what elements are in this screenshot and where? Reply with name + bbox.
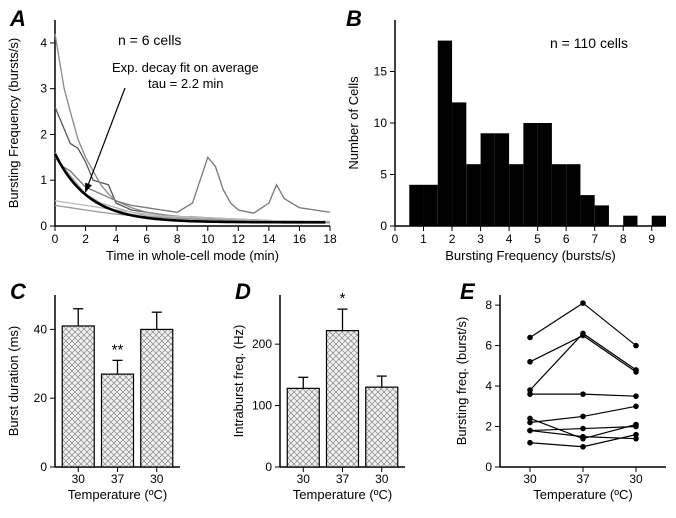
- panel-c-chart: 0 20 40 30 37 ** 30Temperature (ºC) Burst durat…: [0, 275, 190, 513]
- svg-text:12: 12: [232, 232, 246, 246]
- svg-text:4: 4: [506, 232, 513, 246]
- panel-b-chart: 0 1 2 3 4 5 6 7 8 9 0 5 10 15 Bursting Frequency (burs…: [340, 0, 676, 268]
- svg-text:0: 0: [485, 460, 492, 474]
- svg-text:0: 0: [40, 219, 47, 233]
- svg-text:0: 0: [52, 232, 59, 246]
- svg-text:4: 4: [485, 379, 492, 393]
- svg-text:20: 20: [34, 391, 48, 405]
- panel-a-chart: 02468101214161801234Time in whole-cell m…: [0, 0, 340, 268]
- svg-text:n = 6 cells: n = 6 cells: [118, 32, 181, 48]
- svg-text:2: 2: [82, 232, 89, 246]
- svg-text:3: 3: [40, 82, 47, 96]
- svg-text:1: 1: [40, 173, 47, 187]
- svg-text:100: 100: [252, 399, 272, 413]
- svg-text:0: 0: [40, 460, 47, 474]
- svg-text:tau = 2.2 min: tau = 2.2 min: [148, 76, 224, 91]
- svg-text:30: 30: [629, 472, 643, 486]
- svg-text:*: *: [340, 290, 346, 307]
- svg-text:2: 2: [485, 420, 492, 434]
- svg-text:9: 9: [648, 232, 655, 246]
- svg-text:8: 8: [485, 298, 492, 312]
- svg-text:3: 3: [477, 232, 484, 246]
- svg-text:Temperature (ºC): Temperature (ºC): [533, 487, 632, 502]
- svg-text:4: 4: [113, 232, 120, 246]
- panel-b: B 0123456789051015Bursting Frequency (bu…: [340, 0, 676, 268]
- svg-text:15: 15: [374, 65, 388, 79]
- svg-text:Burst duration (ms): Burst duration (ms): [6, 326, 21, 437]
- svg-text:18: 18: [323, 232, 337, 246]
- svg-text:n = 110 cells: n = 110 cells: [550, 35, 628, 51]
- svg-text:30: 30: [523, 472, 537, 486]
- svg-text:5: 5: [380, 168, 387, 182]
- svg-text:200: 200: [252, 337, 272, 351]
- svg-text:4: 4: [40, 36, 47, 50]
- svg-text:Temperature (ºC): Temperature (ºC): [293, 487, 392, 502]
- panel-d-chart: 0 100 200 30 37 * 30Temperature (ºC) Intraburst…: [225, 275, 415, 513]
- svg-text:Bursting Frequency (bursts/s): Bursting Frequency (bursts/s): [445, 248, 616, 263]
- svg-text:14: 14: [262, 232, 276, 246]
- svg-text:6: 6: [143, 232, 150, 246]
- svg-text:Exp. decay fit on average: Exp. decay fit on average: [112, 60, 259, 75]
- svg-text:Time in whole-cell mode (min): Time in whole-cell mode (min): [106, 248, 279, 263]
- svg-text:37: 37: [336, 472, 350, 486]
- svg-text:**: **: [112, 341, 124, 358]
- panel-e-chart: 0 2 4 6 8 30 37 30Temperature (ºC) Bursting freq…: [450, 275, 676, 513]
- svg-text:0: 0: [265, 460, 272, 474]
- svg-text:Bursting Frequency (bursts/s): Bursting Frequency (bursts/s): [6, 38, 21, 209]
- svg-text:2: 2: [40, 127, 47, 141]
- svg-text:Temperature (ºC): Temperature (ºC): [68, 487, 167, 502]
- svg-text:30: 30: [150, 472, 164, 486]
- svg-text:30: 30: [375, 472, 389, 486]
- panel-c: C 020403037**30Temperature (ºC)Burst dur…: [0, 275, 190, 513]
- panel-d: D 01002003037*30Temperature (ºC)Intrabur…: [225, 275, 415, 513]
- svg-text:Intraburst freq. (Hz): Intraburst freq. (Hz): [231, 325, 246, 438]
- svg-text:2: 2: [449, 232, 456, 246]
- svg-text:Bursting freq. (burst/s): Bursting freq. (burst/s): [454, 317, 469, 446]
- svg-text:6: 6: [485, 339, 492, 353]
- svg-text:16: 16: [293, 232, 307, 246]
- svg-text:30: 30: [72, 472, 86, 486]
- svg-text:1: 1: [420, 232, 427, 246]
- panel-e: E 02468303730Temperature (ºC)Bursting fr…: [450, 275, 676, 513]
- svg-text:37: 37: [576, 472, 590, 486]
- svg-text:10: 10: [201, 232, 215, 246]
- svg-text:8: 8: [620, 232, 627, 246]
- svg-text:0: 0: [380, 219, 387, 233]
- svg-text:0: 0: [392, 232, 399, 246]
- svg-text:40: 40: [34, 322, 48, 336]
- svg-text:Number of Cells: Number of Cells: [346, 76, 361, 170]
- svg-text:5: 5: [534, 232, 541, 246]
- svg-text:30: 30: [297, 472, 311, 486]
- panel-a: A 02468101214161801234Time in whole-cell…: [0, 0, 340, 268]
- svg-text:10: 10: [374, 116, 388, 130]
- svg-text:7: 7: [591, 232, 598, 246]
- svg-text:6: 6: [563, 232, 570, 246]
- svg-text:37: 37: [111, 472, 125, 486]
- svg-text:8: 8: [174, 232, 181, 246]
